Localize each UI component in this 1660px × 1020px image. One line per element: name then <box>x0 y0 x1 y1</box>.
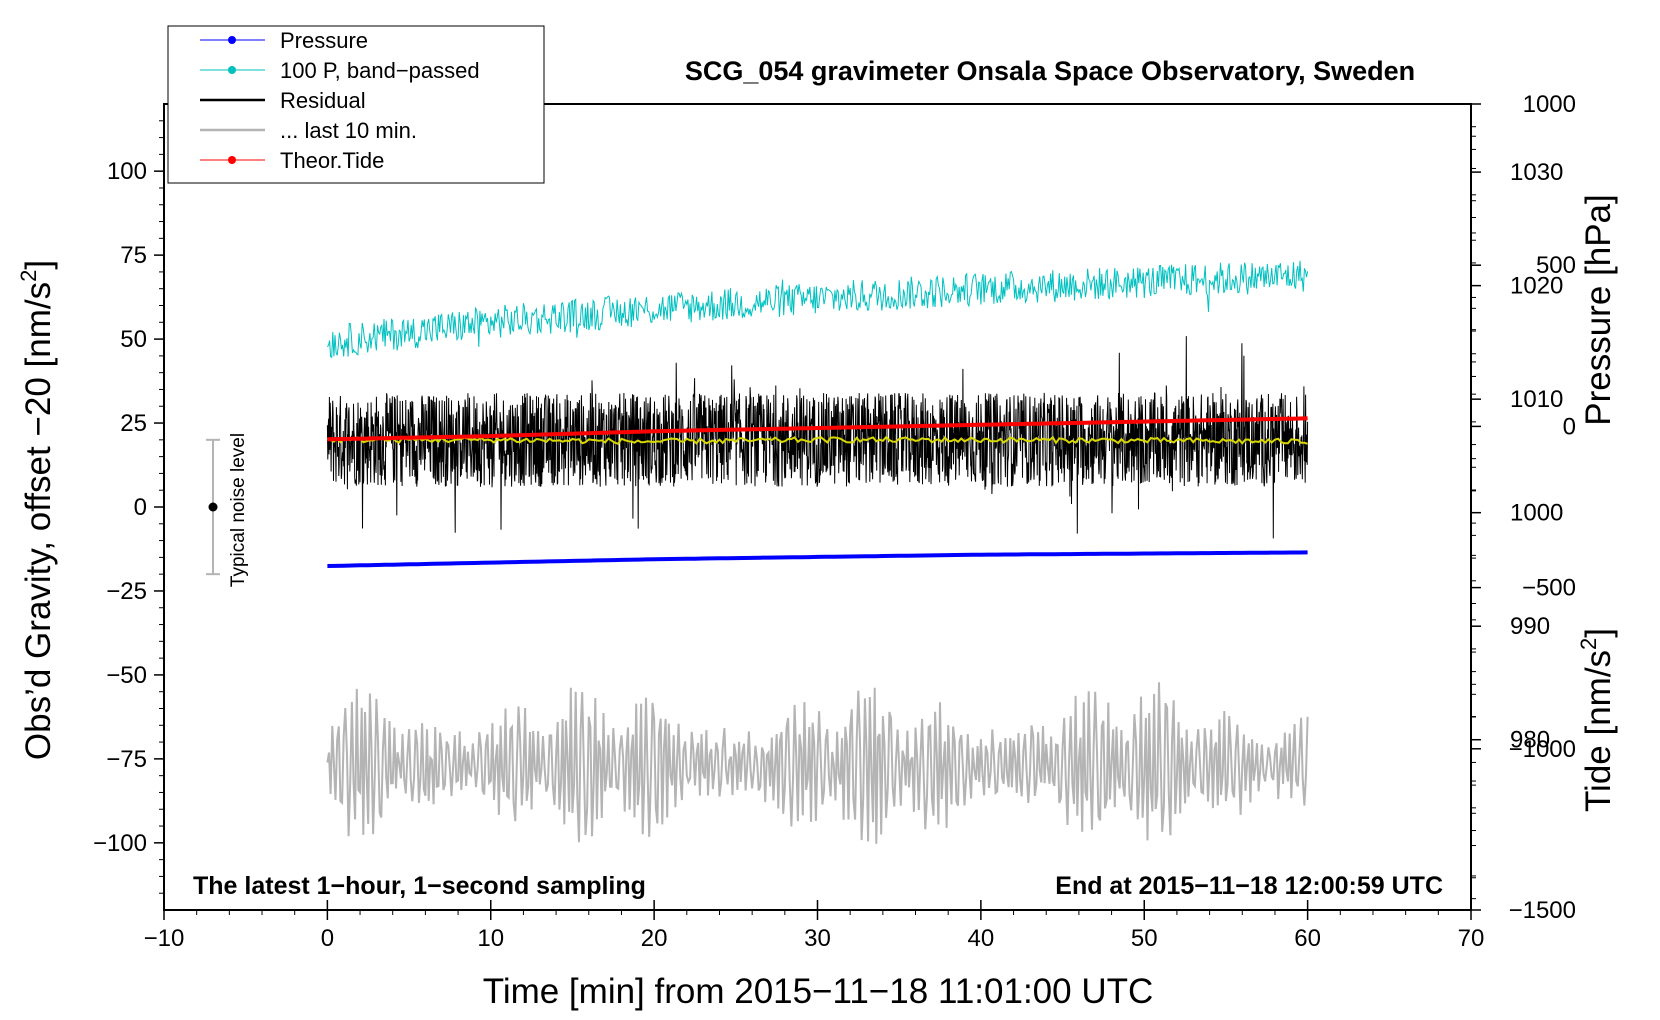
x-tick-label: 60 <box>1294 925 1321 952</box>
tide-axis-label-close: ] <box>1579 628 1618 638</box>
series-layer <box>326 260 1309 844</box>
series-residual-smoothed <box>326 435 1308 446</box>
y-left-tick-label: 75 <box>120 242 147 269</box>
pressure-axis-ticks: 1030 1020 1010 1000 990 980 <box>1471 103 1563 900</box>
series-residual <box>326 336 1309 539</box>
y-left-tick-label: 0 <box>134 494 147 521</box>
x-tick-label: 70 <box>1458 925 1485 952</box>
tide-tick-label: 0 <box>1563 413 1576 440</box>
tide-axis-label: Tide [nm/s2] <box>1576 628 1618 812</box>
x-tick-label: 20 <box>641 925 668 952</box>
series-theoretical-tide <box>327 416 1308 442</box>
y-left-tick-label: 50 <box>120 326 147 353</box>
noise-bar-center-dot <box>208 502 218 512</box>
x-tick-label: 0 <box>321 925 334 952</box>
legend-marker <box>228 66 236 74</box>
tide-axis-label-sup: 2 <box>1576 638 1601 650</box>
legend-marker <box>228 36 236 44</box>
noise-level-bar <box>206 438 221 576</box>
series-pressure <box>327 550 1308 568</box>
tide-tick-label: −1500 <box>1509 897 1576 924</box>
legend-label: ... last 10 min. <box>280 118 417 143</box>
y-left-axis-label: Obs’d Gravity, offset −20 [nm/s2] <box>16 260 58 760</box>
series-bandpassed-pressure <box>326 260 1309 359</box>
legend: Pressure 100 P, band−passed Residual ... la… <box>167 25 545 184</box>
legend-label: Theor.Tide <box>280 148 384 173</box>
pressure-tick-label: 990 <box>1510 613 1550 640</box>
x-axis-label: Time [min] from 2015−11−18 11:01:00 UTC <box>483 972 1154 1011</box>
series-last-10-min <box>326 682 1309 844</box>
pressure-tick-label: 980 <box>1510 727 1550 754</box>
tide-tick-label: −500 <box>1522 575 1576 602</box>
pressure-tick-label: 1010 <box>1510 386 1563 413</box>
chart-title: SCG_054 gravimeter Onsala Space Observat… <box>685 56 1415 86</box>
pressure-axis-label: Pressure [hPa] <box>1579 194 1618 426</box>
legend-label: Pressure <box>280 28 368 53</box>
annotation-sampling: The latest 1−hour, 1−second sampling <box>193 872 646 900</box>
legend-label: 100 P, band−passed <box>280 58 480 83</box>
legend-marker <box>228 156 236 164</box>
y-left-tick-label: −75 <box>106 746 147 773</box>
tide-tick-label: 1000 <box>1523 91 1576 118</box>
y-left-tick-label: −25 <box>106 578 147 605</box>
y-left-axis-label-close: ] <box>19 260 58 270</box>
y-left-axis-ticks: 100 75 50 25 0 −25 −50 −75 −100 <box>93 120 164 894</box>
y-left-tick-label: 100 <box>107 158 147 185</box>
tide-tick-label: −1000 <box>1509 736 1576 763</box>
x-axis-ticks: −10 0 10 20 30 40 50 60 70 <box>144 900 1485 952</box>
y-left-axis-label-main: Obs’d Gravity, offset −20 [nm/s <box>19 282 58 760</box>
y-left-tick-label: 25 <box>120 410 147 437</box>
annotation-end-time: End at 2015−11−18 12:00:59 UTC <box>1055 872 1443 900</box>
legend-label: Residual <box>280 88 366 113</box>
pressure-tick-label: 1030 <box>1510 159 1563 186</box>
tide-tick-label: 500 <box>1536 252 1576 279</box>
pressure-tick-label: 1020 <box>1510 273 1563 300</box>
y-left-tick-label: −50 <box>106 662 147 689</box>
y-left-axis-label-sup: 2 <box>16 270 41 282</box>
noise-level-label: Typical noise level <box>228 433 249 587</box>
tide-axis-label-main: Tide [nm/s <box>1579 650 1618 812</box>
tide-axis-ticks: 1000 500 0 −500 −1000 −1500 <box>1471 91 1576 924</box>
x-tick-label: 40 <box>968 925 995 952</box>
x-tick-label: 10 <box>477 925 504 952</box>
pressure-tick-label: 1000 <box>1510 500 1563 527</box>
x-tick-label: 50 <box>1131 925 1158 952</box>
x-tick-label: −10 <box>144 925 185 952</box>
y-left-tick-label: −100 <box>93 830 147 857</box>
x-tick-label: 30 <box>804 925 831 952</box>
